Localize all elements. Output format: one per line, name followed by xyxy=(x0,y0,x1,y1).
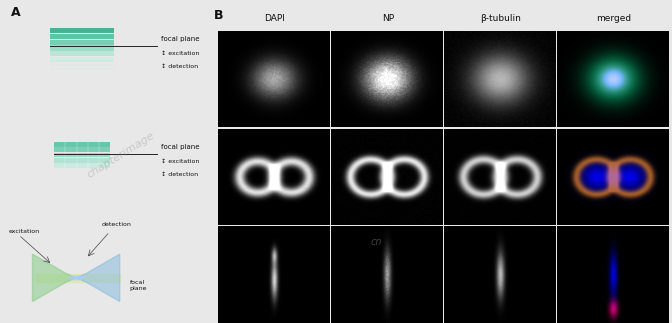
Bar xyxy=(50,57,114,62)
Polygon shape xyxy=(36,274,120,282)
Text: cn: cn xyxy=(370,237,382,247)
Text: Confocal: Confocal xyxy=(0,145,1,178)
Text: ↕ excitation: ↕ excitation xyxy=(161,159,200,164)
Bar xyxy=(50,64,114,66)
Ellipse shape xyxy=(68,275,84,280)
Text: ↕ detection: ↕ detection xyxy=(161,172,198,177)
Text: focal plane: focal plane xyxy=(161,144,200,150)
Text: B: B xyxy=(214,9,224,22)
Text: NP: NP xyxy=(382,15,394,23)
Bar xyxy=(54,158,110,163)
Text: β-tubulin: β-tubulin xyxy=(480,15,521,23)
Bar xyxy=(54,147,110,152)
Text: Light sheet: Light sheet xyxy=(0,248,1,291)
Bar xyxy=(50,40,114,45)
Text: Widefield: Widefield xyxy=(0,36,1,72)
Bar xyxy=(50,60,114,62)
Text: ↕ excitation: ↕ excitation xyxy=(161,51,200,56)
Bar xyxy=(54,152,110,157)
Polygon shape xyxy=(32,254,76,301)
Bar xyxy=(50,51,114,57)
Text: A: A xyxy=(11,6,20,19)
Text: excitation: excitation xyxy=(9,229,40,234)
Bar xyxy=(54,142,110,147)
Bar xyxy=(50,46,114,51)
Bar xyxy=(50,68,114,70)
Text: ↕ detection: ↕ detection xyxy=(161,64,198,69)
Bar xyxy=(50,34,114,39)
Text: chapterimage: chapterimage xyxy=(85,130,157,180)
Text: detection: detection xyxy=(102,222,132,227)
Text: DAPI: DAPI xyxy=(264,15,286,23)
Bar xyxy=(54,163,110,168)
Bar xyxy=(50,28,114,33)
Text: focal plane: focal plane xyxy=(161,36,200,42)
Text: focal
plane: focal plane xyxy=(130,280,147,291)
Polygon shape xyxy=(76,254,120,301)
Text: merged: merged xyxy=(596,15,631,23)
